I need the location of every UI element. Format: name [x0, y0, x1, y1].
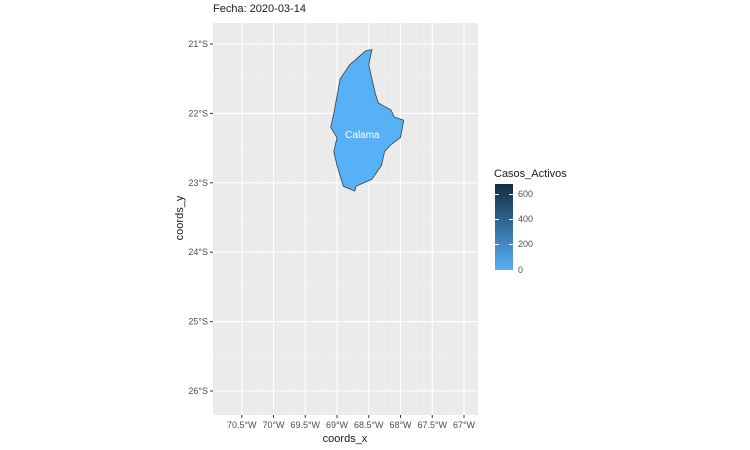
- x-axis-ticks: 70.5°W 70°W 69.5°W 69°W 68.5°W 68°W 67.5°W 67°W: [227, 415, 476, 430]
- legend-label: 400: [518, 213, 534, 224]
- x-tick-label: 67.5°W: [417, 420, 447, 430]
- x-tick-label: 68°W: [389, 420, 412, 430]
- y-axis-title: coords_y: [174, 195, 186, 240]
- legend-label: 600: [518, 188, 534, 199]
- legend-tick: [509, 269, 513, 271]
- y-tick-label: 26°S: [188, 386, 208, 396]
- legend-tick: [495, 244, 499, 246]
- x-tick-label: 70.5°W: [227, 420, 257, 430]
- legend-title: Casos_Activos: [494, 168, 567, 180]
- minor-gridlines: [213, 23, 478, 415]
- x-tick-label: 70°W: [262, 420, 285, 430]
- legend-colorbar: [495, 184, 513, 270]
- y-tick-label: 23°S: [188, 178, 208, 188]
- legend-tick: [509, 193, 513, 195]
- region-polygon-calama[interactable]: [330, 49, 405, 192]
- x-tick-label: 69°W: [326, 420, 349, 430]
- y-tick-label: 24°S: [188, 247, 208, 257]
- legend-tick: [495, 193, 499, 195]
- legend-tick: [509, 244, 513, 246]
- x-axis-title: coords_x: [323, 433, 368, 445]
- legend-tick: [495, 218, 499, 220]
- legend-label: 200: [518, 239, 534, 250]
- x-tick-label: 68.5°W: [354, 420, 384, 430]
- legend-tick: [495, 269, 499, 271]
- x-tick-label: 69.5°W: [290, 420, 320, 430]
- plot-title: Fecha: 2020-03-14: [213, 3, 306, 15]
- y-tick-label: 25°S: [188, 317, 208, 327]
- legend-tick: [509, 218, 513, 220]
- y-axis-ticks: 21°S 22°S 23°S 24°S 25°S 26°S: [188, 39, 213, 396]
- y-tick-label: 22°S: [188, 108, 208, 118]
- legend-label: 0: [518, 264, 524, 275]
- region-label-calama: Calama: [345, 130, 380, 141]
- y-tick-label: 21°S: [188, 39, 208, 49]
- x-tick-label: 67°W: [453, 420, 476, 430]
